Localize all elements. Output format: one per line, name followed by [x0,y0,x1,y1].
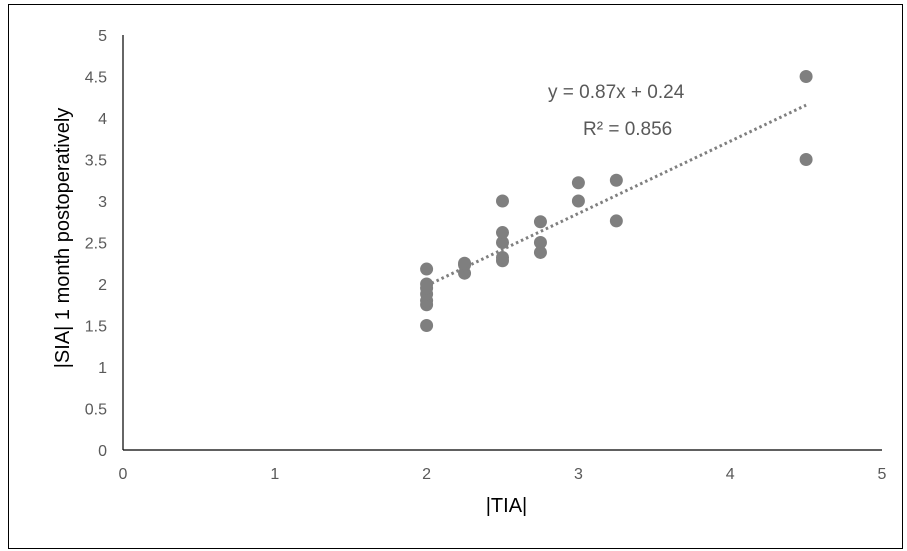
data-point [609,173,623,187]
y-tick-label: 4.5 [85,70,107,87]
y-tick-label: 2 [98,277,107,294]
y-tick-label: 0.5 [85,402,107,419]
x-axis-title: |TIA| [486,495,528,517]
y-tick-label: 0 [98,443,107,460]
y-tick-label: 2.5 [85,236,107,253]
x-tick-labels: 0 1 2 3 4 5 [119,466,887,483]
data-point [496,226,509,240]
data-point [533,245,547,259]
data-point [571,176,585,190]
data-point [420,319,434,332]
data-point [420,262,434,276]
x-tick-label: 1 [270,466,279,483]
y-tick-label: 3.5 [85,153,107,170]
x-tick-label: 2 [422,466,431,483]
data-point [496,250,509,264]
y-tick-label: 4 [98,111,107,128]
data-point [571,194,585,208]
trendline-r-squared: R² = 0.856 [583,119,672,140]
data-point [420,277,434,291]
data-point [496,194,509,208]
y-axis-title: |SIA| 1 month postoperatively [52,108,74,369]
chart-frame [8,4,903,549]
data-point [799,153,813,166]
trendline-equation: y = 0.87x + 0.24 [548,82,685,103]
y-tick-label: 3 [98,194,107,211]
y-tick-labels: 0 0.5 1 1.5 2 2.5 3 3.5 4 4.5 5 [85,28,107,460]
x-tick-label: 0 [119,466,128,483]
axes-group [122,35,882,451]
trendline [425,103,807,288]
data-point [533,236,547,249]
data-point [799,70,813,83]
data-points [420,70,813,332]
data-point [496,236,509,249]
x-tick-label: 5 [878,466,887,483]
data-point [609,214,623,228]
y-tick-label: 5 [98,28,107,45]
y-tick-label: 1.5 [85,319,107,336]
data-point [458,256,472,270]
data-point [533,215,547,229]
y-tick-label: 1 [98,360,107,377]
x-tick-label: 3 [574,466,583,483]
x-tick-label: 4 [726,466,735,483]
